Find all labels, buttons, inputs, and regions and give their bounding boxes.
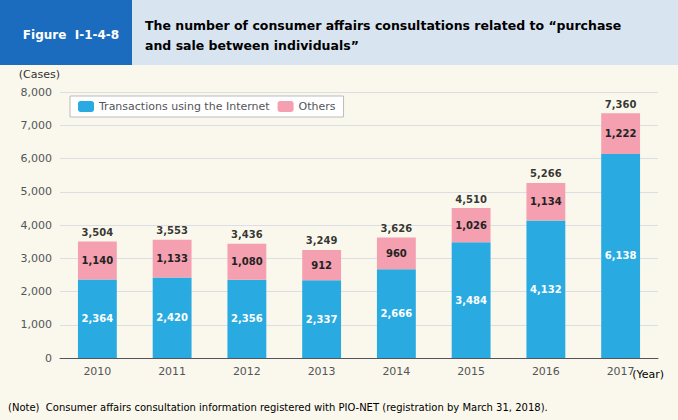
svg-text:3,626: 3,626 [381,223,413,234]
svg-text:2015: 2015 [457,365,485,378]
svg-text:3,504: 3,504 [82,227,114,238]
svg-text:Others: Others [299,100,336,113]
svg-text:2,337: 2,337 [306,314,338,325]
svg-text:1,000: 1,000 [21,318,53,331]
svg-text:2,364: 2,364 [82,313,114,324]
svg-text:2014: 2014 [382,365,410,378]
svg-text:1,026: 1,026 [455,220,487,231]
svg-text:6,138: 6,138 [605,250,637,261]
svg-text:1,222: 1,222 [605,128,637,139]
svg-text:2011: 2011 [158,365,186,378]
svg-text:4,132: 4,132 [530,284,562,295]
svg-text:2012: 2012 [233,365,261,378]
svg-text:2,420: 2,420 [156,312,188,323]
svg-text:(Year): (Year) [632,368,664,381]
svg-text:960: 960 [386,248,407,259]
svg-text:5,266: 5,266 [530,168,562,179]
svg-text:2,356: 2,356 [231,313,263,324]
svg-text:2010: 2010 [83,365,111,378]
svg-text:2013: 2013 [308,365,336,378]
svg-text:7,000: 7,000 [21,119,53,132]
svg-text:1,140: 1,140 [82,255,114,266]
svg-text:Figure I-1-4-8: Figure I-1-4-8 [23,28,119,42]
svg-text:(Note) Consumer affairs consu: (Note) Consumer affairs consultation inf… [8,402,548,413]
svg-text:2,000: 2,000 [21,285,53,298]
svg-text:1,080: 1,080 [231,256,263,267]
svg-text:3,436: 3,436 [231,229,263,240]
svg-text:4,510: 4,510 [455,194,487,205]
svg-text:and sale between individuals”: and sale between individuals” [145,38,359,53]
svg-text:2,666: 2,666 [381,308,413,319]
svg-text:7,360: 7,360 [605,99,637,110]
svg-text:1,134: 1,134 [530,196,562,207]
svg-text:3,484: 3,484 [455,295,487,306]
svg-text:1,133: 1,133 [156,253,188,264]
svg-text:Transactions using the Interne: Transactions using the Internet [98,100,270,113]
svg-text:2017: 2017 [607,365,635,378]
svg-text:0: 0 [45,352,52,365]
svg-text:The number of consumer affairs: The number of consumer affairs consultat… [145,18,621,33]
svg-text:4,000: 4,000 [21,219,53,232]
svg-text:(Cases): (Cases) [19,68,60,81]
svg-text:5,000: 5,000 [21,185,53,198]
svg-text:8,000: 8,000 [21,86,53,99]
svg-text:912: 912 [311,260,332,271]
svg-text:3,000: 3,000 [21,252,53,265]
svg-text:2016: 2016 [532,365,560,378]
svg-text:3,553: 3,553 [156,225,188,236]
svg-text:3,249: 3,249 [306,235,338,246]
svg-text:6,000: 6,000 [21,152,53,165]
